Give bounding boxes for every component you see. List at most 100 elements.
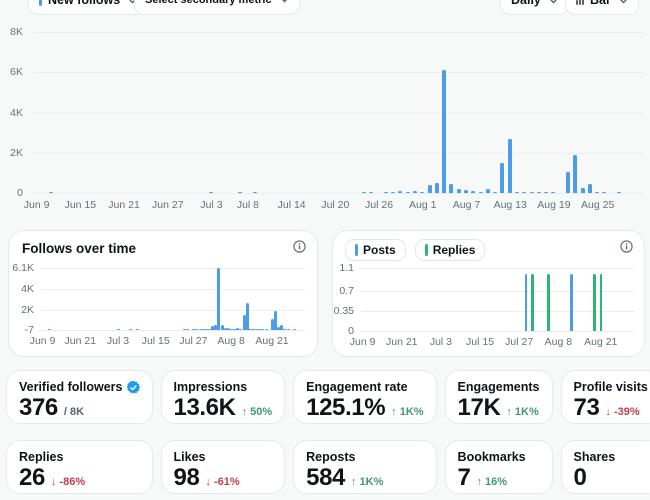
legend-chip-posts[interactable]: Posts: [345, 239, 406, 261]
stat-card-profile-visits: Profile visits 73 ↓ -39%: [560, 370, 650, 424]
new-follows-bar: [493, 191, 498, 193]
y-tick-label: 0.7: [339, 284, 354, 297]
gridline: [361, 310, 635, 312]
follows-bar: [116, 329, 120, 330]
stat-delta-up: ↑ 1K%: [350, 476, 384, 488]
primary-metric-selector-button[interactable]: New follows: [28, 0, 149, 15]
follows-bar: [245, 302, 249, 330]
follows-bar: [280, 325, 284, 330]
follows-bar: [129, 329, 133, 330]
gridline: [33, 72, 645, 74]
x-tick-label: Jun 27: [152, 199, 184, 211]
info-icon[interactable]: [620, 240, 633, 253]
follows-bar: [195, 329, 199, 330]
green-series-tick-icon: [424, 244, 428, 256]
blue-series-tick-icon: [355, 244, 358, 256]
x-tick-label: Aug 1: [409, 199, 437, 211]
new-follows-bar: [412, 190, 417, 193]
card-title: Follows over time: [22, 241, 137, 256]
secondary-metric-label: Select secondary metric: [145, 0, 272, 6]
stat-value: 17K: [457, 394, 501, 421]
stat-card-likes: Likes 98 ↓ -61%: [160, 440, 286, 494]
new-follows-bar: [369, 192, 374, 193]
stat-label: Engagements: [457, 380, 540, 394]
frequency-selector-button[interactable]: Daily: [500, 0, 569, 15]
new-follows-bar: [573, 154, 578, 193]
new-follows-bar: [522, 192, 527, 193]
follows-bar: [208, 329, 212, 330]
follows-bar: [198, 329, 202, 330]
stat-delta-up: ↑ 16%: [476, 476, 508, 488]
stat-value: 0: [573, 464, 587, 491]
new-follows-bar: [391, 192, 396, 193]
gridline: [41, 268, 305, 269]
stat-delta-down: ↓ -39%: [605, 406, 640, 418]
follows-bar: [286, 329, 290, 330]
stat-card-impressions: Impressions 13.6K ↑ 50%: [160, 370, 286, 424]
new-follows-bar: [48, 192, 53, 193]
replies-bar: [593, 273, 596, 331]
stat-card-verified-followers: Verified followers 376 / 8K: [6, 370, 153, 424]
follows-bar: [252, 329, 256, 330]
follows-bar: [264, 329, 268, 330]
stat-delta-up: ↑ 1K%: [506, 406, 539, 418]
primary-metric-label: New follows: [48, 0, 120, 7]
new-follows-bar: [434, 182, 439, 193]
chevron-down-icon: [549, 0, 558, 7]
y-tick-label: -7: [24, 324, 34, 336]
new-follows-bar: [238, 192, 243, 193]
stat-card-engagement-rate: Engagement rate 125.1% ↑ 1K%: [293, 370, 437, 424]
new-follows-bar: [383, 192, 388, 193]
new-follows-bar: [580, 187, 585, 193]
new-follows-bar: [478, 191, 483, 193]
frequency-label: Daily: [511, 0, 541, 7]
stat-card-shares: Shares 0: [560, 440, 650, 494]
posts-bar: [524, 273, 528, 331]
follows-bar: [214, 324, 218, 330]
replies-bar: [547, 273, 550, 331]
stat-label: Impressions: [173, 380, 248, 394]
follows-bar: [248, 329, 252, 330]
stat-card-replies: Replies 26 ↓ -86%: [6, 440, 153, 494]
stat-label: Shares: [573, 450, 616, 464]
follows-over-time-card: Follows over time 6.1K 4K 2K -7 Jun 9 Jun 21…: [8, 230, 318, 357]
new-follows-bar: [551, 192, 556, 193]
legend-chip-replies[interactable]: Replies: [414, 239, 486, 261]
follows-bar: [277, 327, 281, 330]
follows-bar: [230, 329, 234, 330]
legend-label-posts: Posts: [363, 243, 396, 257]
follows-bar: [233, 329, 237, 330]
y-tick-label: 0: [348, 325, 354, 337]
posts-bar: [570, 273, 573, 331]
secondary-metric-selector-button[interactable]: Select secondary metric: [134, 0, 300, 15]
y-tick-label: 6K: [10, 66, 23, 79]
x-tick-label: Aug 7: [452, 199, 481, 211]
gridline: [361, 290, 635, 292]
chart-type-selector-button[interactable]: Bar: [565, 0, 639, 15]
stat-value: 125.1%: [306, 394, 386, 421]
top-controls: New follows Select secondary metric Dail…: [0, 0, 650, 18]
stat-delta-down: ↓ -61%: [205, 476, 240, 488]
info-icon[interactable]: [293, 240, 306, 253]
new-follows-bar: [616, 192, 621, 193]
stat-label: Engagement rate: [306, 380, 408, 394]
follows-bar: [270, 319, 274, 330]
gridline: [33, 152, 645, 154]
follows-bar: [220, 325, 224, 330]
stat-card-bookmarks: Bookmarks 7 ↑ 16%: [444, 440, 553, 494]
y-tick-label: 4K: [21, 283, 34, 296]
stat-value: 13.6K: [173, 394, 236, 421]
blue-series-tick-icon: [39, 0, 42, 6]
legend-label-replies: Replies: [432, 243, 476, 257]
follows-bar: [186, 329, 190, 330]
x-tick-label: Jun 15: [64, 199, 97, 211]
x-tick-label: Jul 3: [200, 199, 223, 211]
new-follows-bar: [595, 192, 600, 193]
stat-delta-up: ↑ 1K%: [391, 406, 424, 418]
new-follows-bar: [456, 189, 461, 193]
x-tick-label: Jun 21: [64, 335, 97, 347]
chart-legend: Posts Replies: [345, 239, 486, 261]
new-follows-bar: [507, 138, 512, 193]
chart-plot: [361, 268, 635, 332]
new-follows-bar: [544, 192, 549, 193]
